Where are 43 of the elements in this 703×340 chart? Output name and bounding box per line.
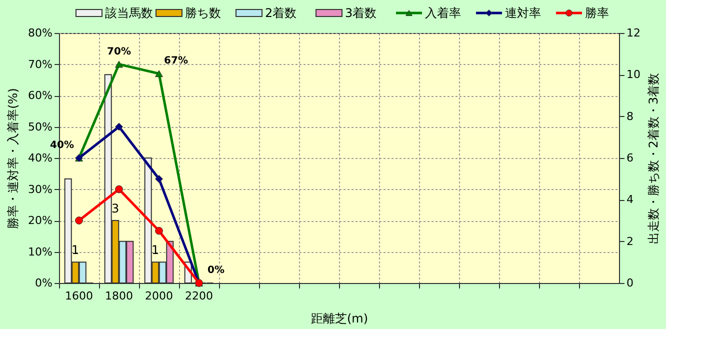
y-axis-title: 勝率・連対率・入着率(%) xyxy=(6,88,20,229)
point xyxy=(115,185,123,194)
y-tick-label: 30% xyxy=(28,182,52,196)
y-tick-label: 40% xyxy=(28,152,52,164)
y-tick-label: 20% xyxy=(28,214,52,227)
point xyxy=(115,60,123,68)
legend-label: 勝率 xyxy=(585,6,609,20)
legend-label: 該当馬数 xyxy=(105,6,153,20)
data-label: 1 xyxy=(72,243,80,258)
x-tick-label: 2200 xyxy=(185,290,213,302)
data-label: 0% xyxy=(208,265,224,276)
data-label: 67% xyxy=(164,56,188,67)
legend-label: 勝ち数 xyxy=(185,6,221,20)
legend-label: 入着率 xyxy=(425,6,461,20)
x-tick-label: 2000 xyxy=(145,290,173,302)
point xyxy=(155,226,163,235)
y2-axis-title: 出走数・勝ち数・2着数・3着数 xyxy=(646,72,660,244)
y2-tick-label: 0 xyxy=(626,276,634,290)
y-tick-label: 70% xyxy=(28,58,52,71)
point xyxy=(115,122,123,131)
y2-tick-label: 8 xyxy=(626,110,634,123)
legend-label: 3着数 xyxy=(345,6,377,20)
y2-tick-label: 6 xyxy=(626,152,634,164)
point xyxy=(155,174,163,183)
data-label: 3 xyxy=(112,202,120,216)
legend-label: 連対率 xyxy=(505,6,541,20)
point xyxy=(75,216,83,224)
point xyxy=(155,70,163,78)
y2-tick-label: 2 xyxy=(626,234,634,248)
y-tick-label: 10% xyxy=(28,245,52,258)
data-label: 70% xyxy=(107,46,131,58)
y2-tick-label: 4 xyxy=(626,193,634,206)
y2-tick-label: 10 xyxy=(626,68,640,82)
y-tick-label: 50% xyxy=(28,120,52,134)
y-tick-label: 60% xyxy=(28,89,52,102)
y-tick-label: 0% xyxy=(35,276,52,290)
y-tick-label: 80% xyxy=(28,26,52,40)
x-tick-label: 1800 xyxy=(105,290,133,302)
legend-label: 2着数 xyxy=(265,6,297,20)
y2-tick-label: 12 xyxy=(626,26,640,40)
x-tick-label: 1600 xyxy=(65,290,93,302)
data-label: 1 xyxy=(152,243,160,258)
x-axis-title: 距離芝(m) xyxy=(310,312,368,326)
